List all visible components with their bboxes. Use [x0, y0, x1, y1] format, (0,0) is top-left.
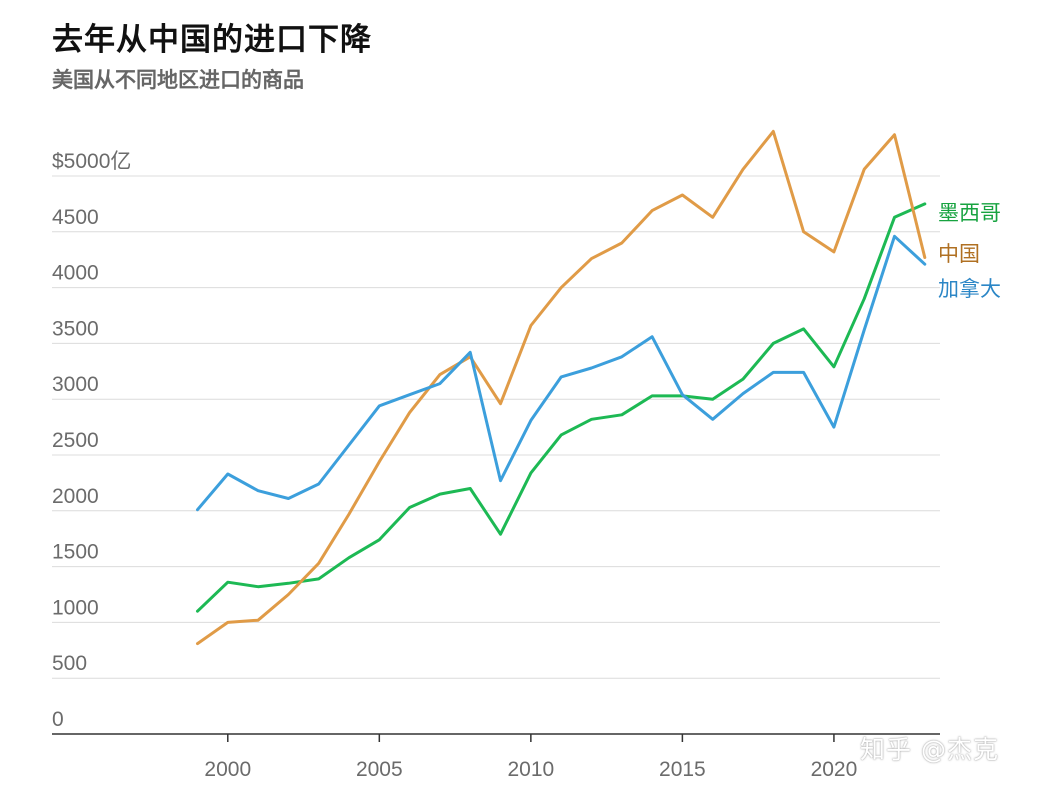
chart-title: 去年从中国的进口下降: [52, 22, 372, 58]
y-tick-label: 3500: [52, 317, 99, 340]
y-tick-label: 4500: [52, 206, 99, 229]
series-label: 加拿大: [938, 277, 1001, 301]
series-line-1: [196, 129, 927, 646]
x-axis: 2000 2005 2010 2015 2020: [52, 733, 940, 781]
y-tick-label: 2500: [52, 429, 99, 452]
y-tick-label: 1500: [52, 541, 99, 564]
grid-lines: [52, 175, 940, 679]
x-tick-label: 2020: [811, 758, 858, 781]
y-tick-label: 1000: [52, 596, 99, 619]
y-tick-label: 0: [52, 708, 64, 731]
y-tick-label: $5000亿: [52, 150, 131, 173]
series-line-0: [196, 202, 927, 613]
series-lines: [196, 129, 927, 646]
series-label: 中国: [938, 242, 980, 266]
watermark: 知乎 @杰克: [860, 735, 999, 764]
x-tick-label: 2015: [659, 758, 706, 781]
x-tick-label: 2000: [204, 758, 251, 781]
x-tick-label: 2005: [356, 758, 403, 781]
series-line-2: [196, 234, 927, 512]
y-tick-label: 4000: [52, 262, 99, 285]
y-tick-label: 500: [52, 652, 87, 675]
series-label: 墨西哥: [938, 201, 1001, 225]
y-tick-label: 3000: [52, 373, 99, 396]
y-axis: 0 500 1000 1500 2000 2500 3000 3500 4000 4500 $500…: [52, 150, 131, 731]
chart-subtitle: 美国从不同地区进口的商品: [52, 68, 304, 92]
y-tick-label: 2000: [52, 485, 99, 508]
x-tick-label: 2010: [507, 758, 554, 781]
